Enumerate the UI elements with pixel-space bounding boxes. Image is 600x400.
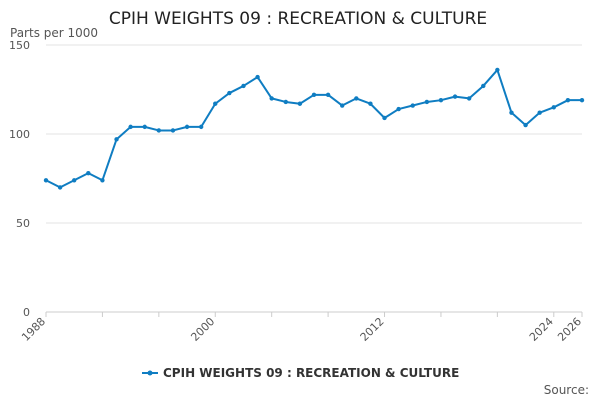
x-tick-label: 2026	[555, 315, 584, 344]
data-point	[481, 83, 486, 89]
data-point	[86, 170, 91, 176]
data-point	[495, 67, 500, 73]
data-point	[213, 101, 218, 106]
data-point	[297, 101, 303, 106]
y-axis-ticks: 0 50 100 150	[9, 39, 30, 319]
data-point	[368, 101, 373, 106]
data-point	[156, 128, 162, 133]
legend-label: CPIH WEIGHTS 09 : RECREATION & CULTURE	[163, 366, 459, 380]
data-point	[452, 94, 458, 99]
data-point	[227, 90, 232, 96]
data-point	[269, 96, 274, 101]
plot-area	[43, 67, 585, 190]
legend[interactable]: CPIH WEIGHTS 09 : RECREATION & CULTURE	[142, 366, 459, 380]
data-point	[424, 99, 430, 105]
gridlines	[46, 44, 582, 224]
x-tick-label: 2000	[188, 315, 217, 344]
data-point	[255, 74, 260, 80]
x-tick-label: 2012	[358, 315, 387, 344]
data-point	[72, 178, 77, 183]
y-tick-label: 150	[9, 39, 30, 52]
data-point	[184, 124, 190, 130]
data-point	[170, 128, 176, 133]
chart-title: CPIH WEIGHTS 09 : RECREATION & CULTURE	[109, 9, 487, 29]
y-tick-label: 50	[16, 217, 30, 230]
series-line	[45, 68, 582, 189]
data-point	[382, 115, 387, 121]
legend-marker	[147, 370, 153, 376]
data-point	[466, 96, 472, 101]
y-tick-label: 100	[9, 128, 30, 141]
data-point	[100, 178, 105, 183]
data-point	[311, 92, 317, 98]
data-point	[114, 137, 119, 142]
data-point	[128, 124, 133, 130]
data-point	[410, 103, 415, 108]
data-point	[438, 97, 444, 103]
data-point	[509, 110, 514, 115]
x-axis	[45, 311, 583, 317]
data-point	[523, 122, 528, 128]
data-point	[537, 110, 542, 115]
data-point	[57, 185, 63, 190]
data-point	[340, 103, 345, 108]
data-point	[579, 97, 585, 103]
data-point	[551, 105, 556, 110]
data-point	[396, 106, 401, 112]
y-tick-label: 0	[23, 306, 30, 319]
data-point	[43, 178, 49, 183]
x-tick-label: 2024	[527, 315, 556, 344]
data-point	[354, 96, 359, 101]
data-point	[325, 92, 331, 98]
x-tick-label: 1988	[19, 315, 48, 344]
data-point	[198, 124, 204, 130]
data-point	[142, 124, 147, 130]
data-point	[565, 97, 571, 103]
x-axis-ticks: 1988 2000 2012 2024 2026	[19, 315, 584, 344]
y-axis-label: Parts per 1000	[10, 26, 98, 40]
data-point	[283, 99, 288, 105]
data-point	[241, 83, 246, 89]
source-label: Source:	[544, 383, 589, 397]
